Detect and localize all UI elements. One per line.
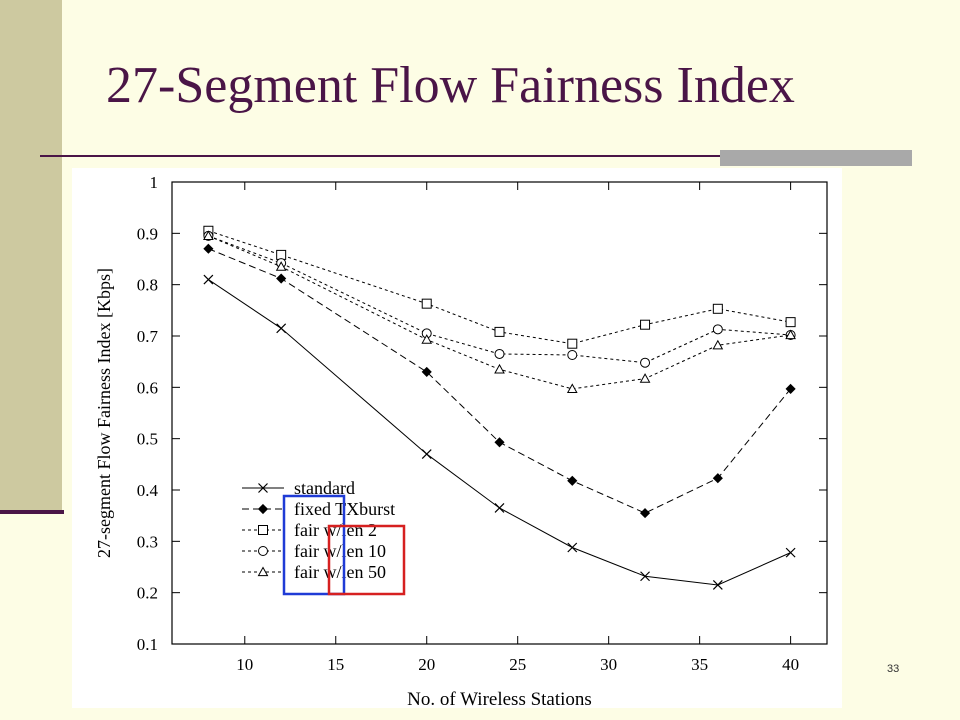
- y-tick-label: 0.7: [137, 327, 159, 346]
- left-accent-rule: [0, 510, 64, 514]
- legend-label: fair w/len 2: [294, 520, 377, 540]
- y-tick-label: 0.8: [137, 276, 158, 295]
- data-point-triangle-7: [785, 329, 796, 340]
- y-tick-label: 0.6: [137, 378, 158, 397]
- fairness-line-chart: 0.1 0.2 0.3 0.4 0.5 0.6 0.7 0.8 0.9 1 10 15 20 25 30 35…: [94, 173, 828, 708]
- data-point-square-6: [712, 303, 723, 314]
- title-underline-accent: [720, 150, 912, 166]
- data-point-square-2: [421, 298, 432, 309]
- y-tick-label: 1: [150, 173, 159, 192]
- data-point-x-6: [712, 580, 723, 590]
- y-tick-label: 0.5: [137, 430, 158, 449]
- x-tick-label: 10: [236, 655, 253, 674]
- x-axis-label: No. of Wireless Stations: [407, 689, 592, 708]
- data-point-triangle-0: [203, 230, 214, 240]
- y-tick-label: 0.2: [137, 584, 158, 603]
- x-tick-label: 25: [509, 655, 526, 674]
- x-tick-label: 40: [782, 655, 799, 674]
- legend-marker-0: [258, 483, 268, 493]
- series-line-1: [208, 248, 791, 514]
- x-tick-label: 35: [691, 655, 708, 674]
- data-point-diamond-5: [639, 508, 651, 519]
- legend-label: fair w/len 50: [294, 562, 386, 582]
- series-line-3: [208, 235, 791, 364]
- data-point-triangle-1: [275, 261, 287, 271]
- slide-title: 27-Segment Flow Fairness Index: [106, 57, 795, 114]
- x-tick-label: 15: [327, 655, 344, 674]
- data-point-diamond-7: [785, 383, 796, 394]
- data-point-diamond-6: [712, 473, 723, 484]
- data-point-diamond-4: [567, 475, 578, 486]
- data-point-square-3: [494, 326, 505, 337]
- data-point-x-5: [640, 571, 650, 582]
- data-point-triangle-3: [494, 363, 505, 374]
- data-point-diamond-3: [494, 437, 505, 448]
- data-point-triangle-6: [712, 339, 724, 350]
- legend-marker-3: [258, 546, 268, 556]
- data-point-square-4: [567, 338, 578, 349]
- data-point-x-3: [494, 503, 505, 513]
- data-point-diamond-0: [203, 243, 214, 254]
- legend-marker-1: [257, 503, 269, 515]
- y-tick-label: 0.4: [137, 481, 159, 500]
- data-point-circle-3: [494, 348, 505, 359]
- data-point-x-2: [421, 449, 432, 459]
- data-point-x-7: [785, 547, 796, 558]
- y-axis-label: 27-segment Flow Fairness Index [Kbps]: [94, 268, 114, 558]
- data-point-square-7: [785, 317, 796, 328]
- legend-label: standard: [294, 478, 355, 498]
- chart-figure: 0.1 0.2 0.3 0.4 0.5 0.6 0.7 0.8 0.9 1 10 15 20 25 30 35…: [72, 168, 842, 708]
- data-point-circle-6: [712, 324, 723, 335]
- data-point-x-1: [276, 323, 287, 334]
- title-underline: [40, 155, 912, 157]
- series-line-2: [208, 230, 791, 345]
- data-point-triangle-2: [421, 334, 433, 344]
- y-tick-label: 0.3: [137, 532, 158, 551]
- data-point-square-1: [276, 249, 287, 260]
- data-point-triangle-4: [566, 383, 578, 393]
- blue-highlight-box: [282, 494, 346, 596]
- data-point-circle-4: [567, 349, 578, 360]
- x-tick-label: 30: [600, 655, 617, 674]
- y-tick-label: 0.9: [137, 224, 158, 243]
- data-point-diamond-2: [421, 366, 432, 377]
- series-line-0: [208, 279, 791, 586]
- legend-label: fair w/len 10: [294, 541, 386, 561]
- series-line-4: [208, 235, 791, 390]
- plot-frame: [171, 181, 828, 645]
- legend-marker-4: [257, 566, 269, 577]
- red-highlight-box: [327, 524, 406, 596]
- x-tick-label: 20: [418, 655, 435, 674]
- data-point-x-4: [567, 542, 578, 553]
- data-point-x-0: [203, 274, 214, 285]
- data-point-diamond-1: [276, 273, 287, 284]
- left-accent-bar: [0, 0, 62, 512]
- data-point-circle-5: [640, 357, 651, 368]
- data-point-square-5: [640, 319, 651, 330]
- y-tick-label: 0.1: [137, 635, 158, 654]
- legend-marker-2: [258, 525, 268, 535]
- slide-number: 33: [887, 663, 900, 675]
- data-point-triangle-5: [639, 373, 651, 383]
